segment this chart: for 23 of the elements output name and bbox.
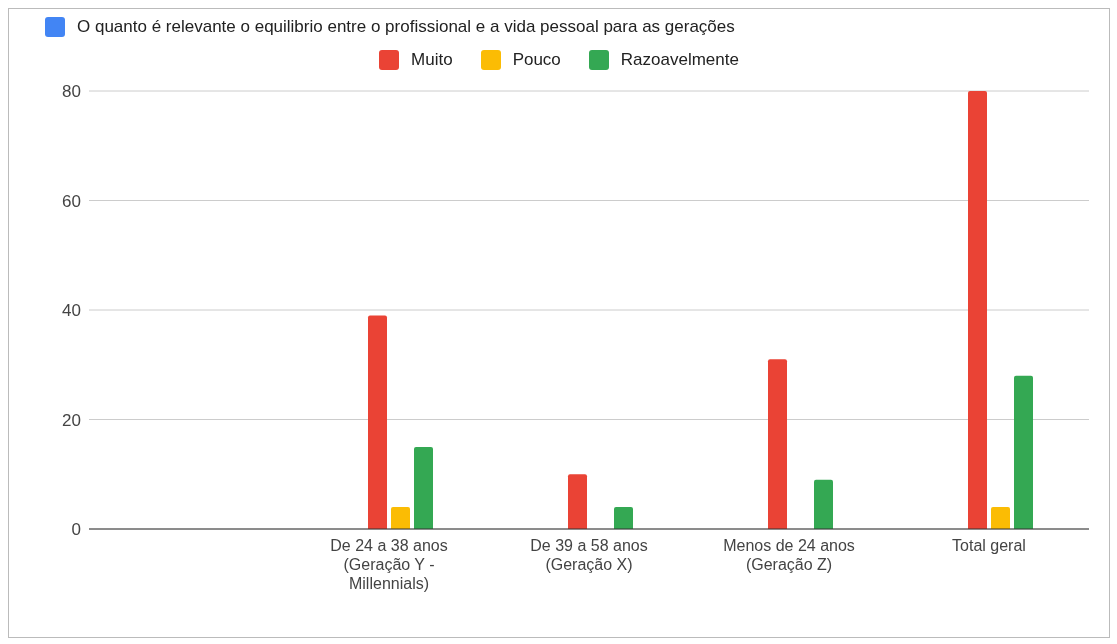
bar (414, 446, 433, 529)
bar (991, 507, 1010, 529)
y-tick-label: 20 (62, 410, 81, 430)
bar (768, 359, 787, 529)
bar (968, 91, 987, 529)
x-tick-label: De 39 a 58 anos (Geração X) (530, 537, 648, 573)
bar (368, 315, 387, 529)
y-tick-label: 80 (62, 82, 81, 102)
bar (1014, 375, 1033, 529)
y-tick-label: 40 (62, 301, 81, 321)
legend-label: Razoavelmente (620, 49, 739, 71)
y-tick-label: 60 (62, 191, 81, 211)
x-tick-label: Menos de 24 anos (Geração Z) (723, 537, 855, 573)
legend-label: O quanto é relevante o equilibrio entre o profissional e a vida pessoal para as gerações (77, 16, 735, 38)
x-tick-label: De 24 a 38 anos (Geração Y - Millennials) (330, 537, 448, 592)
bar (814, 479, 833, 529)
legend-label: Pouco (512, 49, 561, 71)
bar (568, 474, 587, 529)
bar (391, 507, 410, 529)
x-tick-label: Total geral (952, 537, 1026, 554)
y-tick-label: 0 (71, 520, 81, 540)
legend-label: Muito (411, 49, 453, 71)
bar (614, 507, 633, 529)
